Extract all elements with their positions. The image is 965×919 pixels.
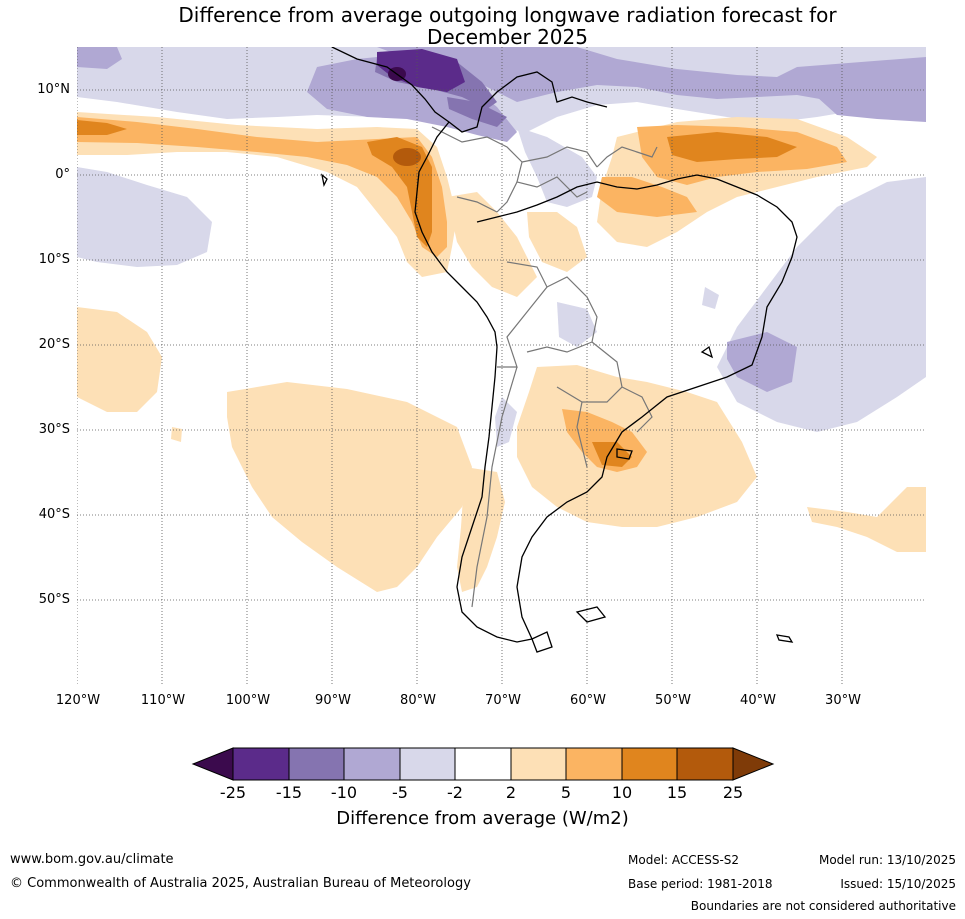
footer-base-period: Base period: 1981-2018 bbox=[628, 877, 773, 891]
lon-label-110w: 110°W bbox=[140, 693, 186, 708]
anomaly-mid-negative bbox=[77, 47, 926, 392]
lon-label-90w: 90°W bbox=[315, 693, 351, 708]
lon-label-30w: 30°W bbox=[825, 693, 861, 708]
colorbar-segment-8 bbox=[621, 747, 678, 781]
footer-copyright: © Commonwealth of Australia 2025, Austra… bbox=[10, 876, 471, 891]
colorbar-arrow-high bbox=[732, 747, 775, 781]
lon-label-50w: 50°W bbox=[655, 693, 691, 708]
map-title-line2: December 2025 bbox=[427, 25, 588, 49]
colorbar-tick: -2 bbox=[447, 783, 463, 802]
footer-model: Model: ACCESS-S2 bbox=[628, 853, 740, 867]
map-graticule bbox=[77, 47, 926, 685]
colorbar-segment-4 bbox=[399, 747, 456, 781]
lat-label-20s: 20°S bbox=[38, 337, 70, 352]
coastlines bbox=[321, 47, 798, 653]
colorbar-segment-7 bbox=[565, 747, 623, 781]
footer-disclaimer: Boundaries are not considered authoritat… bbox=[690, 899, 956, 913]
lon-label-100w: 100°W bbox=[225, 693, 271, 708]
map-panel bbox=[77, 47, 926, 685]
colorbar-title: Difference from average (W/m2) bbox=[336, 808, 629, 829]
lat-label-40s: 40°S bbox=[38, 507, 70, 522]
lat-label-30s: 30°S bbox=[38, 422, 70, 437]
colorbar-tick: -25 bbox=[219, 783, 247, 802]
colorbar-tick: 5 bbox=[560, 783, 572, 802]
lat-label-0: 0° bbox=[55, 167, 70, 182]
lat-label-10s: 10°S bbox=[38, 252, 70, 267]
colorbar-segment-9 bbox=[676, 747, 734, 781]
colorbar-segment-3 bbox=[343, 747, 401, 781]
lon-label-70w: 70°W bbox=[485, 693, 521, 708]
colorbar-tick: 10 bbox=[611, 783, 633, 802]
colorbar-segment-5 bbox=[454, 747, 512, 781]
colorbar-arrow-low bbox=[191, 747, 234, 781]
country-borders bbox=[431, 126, 658, 608]
colorbar-tick: -10 bbox=[330, 783, 358, 802]
lon-label-40w: 40°W bbox=[740, 693, 776, 708]
colorbar-tick: -5 bbox=[392, 783, 408, 802]
colorbar bbox=[191, 747, 775, 781]
footer-website: www.bom.gov.au/climate bbox=[10, 852, 174, 867]
colorbar-segment-6 bbox=[510, 747, 567, 781]
footer-model-run: Model run: 13/10/2025 bbox=[818, 853, 956, 867]
map-title: Difference from average outgoing longwav… bbox=[0, 4, 965, 48]
map-title-line1: Difference from average outgoing longwav… bbox=[178, 3, 837, 27]
colorbar-segment-1 bbox=[232, 747, 290, 781]
lon-label-120w: 120°W bbox=[55, 693, 101, 708]
lon-label-60w: 60°W bbox=[570, 693, 606, 708]
anomaly-extreme-negative bbox=[377, 49, 465, 92]
lat-label-10n: 10°N bbox=[37, 82, 70, 97]
colorbar-segment-2 bbox=[288, 747, 345, 781]
footer-issued: Issued: 15/10/2025 bbox=[840, 877, 956, 891]
colorbar-tick: 2 bbox=[505, 783, 517, 802]
anomaly-extreme-positive bbox=[393, 148, 421, 166]
lon-label-80w: 80°W bbox=[400, 693, 436, 708]
map-canvas bbox=[77, 47, 926, 685]
anomaly-strong-positive bbox=[77, 120, 797, 467]
lat-label-50s: 50°S bbox=[38, 592, 70, 607]
colorbar-tick: 15 bbox=[666, 783, 688, 802]
colorbar-tick: 25 bbox=[722, 783, 744, 802]
colorbar-tick: -15 bbox=[275, 783, 303, 802]
